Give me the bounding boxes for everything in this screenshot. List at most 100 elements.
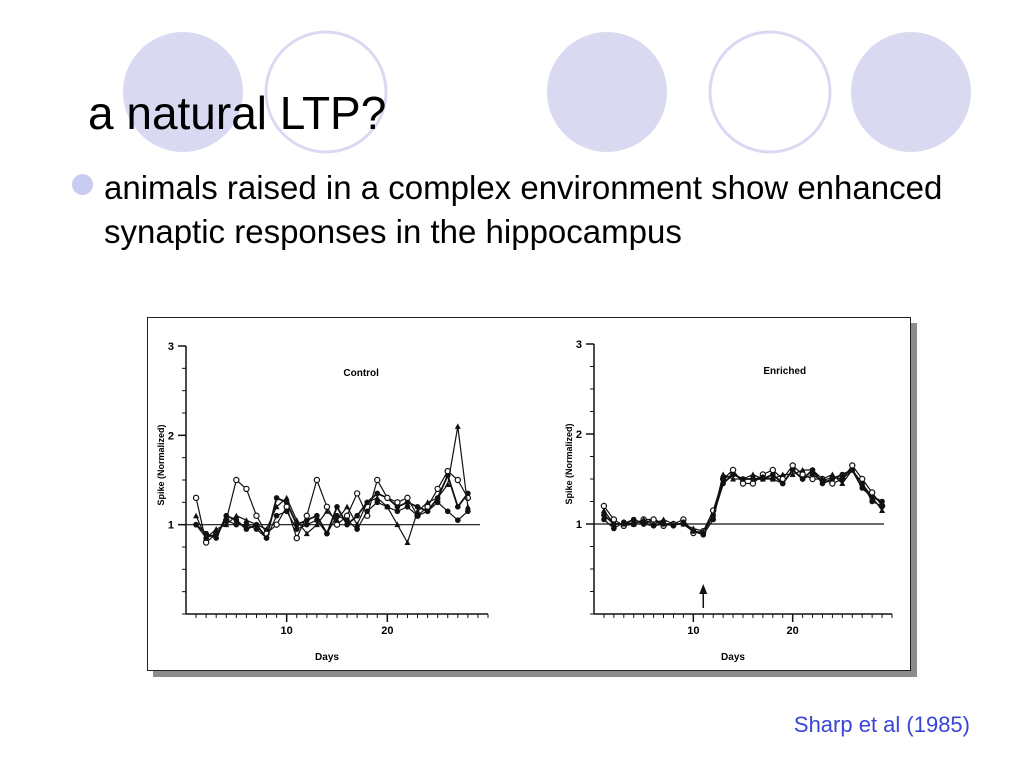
figure-charts: 1 2 3 10 20 Control Days Spike (Normalized)1 2 3 1…	[156, 339, 893, 663]
data-point	[364, 508, 370, 515]
data-point	[243, 485, 250, 493]
data-point	[630, 521, 637, 527]
series-line	[195, 426, 469, 545]
chart-panel-1: 1 2 3 10 20 Enriched Days Spike (Normalized)	[564, 339, 893, 663]
data-point	[384, 494, 391, 502]
data-point	[223, 517, 230, 523]
data-point	[710, 512, 717, 518]
data-point	[253, 521, 260, 528]
data-point	[273, 512, 280, 519]
x-axis-label: Days	[721, 652, 745, 663]
data-point	[404, 504, 411, 510]
data-point	[293, 534, 300, 542]
data-point	[303, 512, 310, 519]
data-point	[620, 521, 627, 527]
data-point	[384, 504, 391, 510]
data-point	[839, 480, 846, 486]
bullet-text: animals raised in a complex environment …	[104, 169, 943, 250]
data-point	[779, 480, 786, 487]
data-point	[293, 517, 300, 523]
data-point	[354, 526, 360, 532]
data-point	[293, 526, 300, 532]
data-point	[600, 507, 607, 513]
data-point	[879, 498, 885, 505]
data-point	[344, 517, 350, 523]
data-point	[394, 504, 401, 510]
decorative-circles	[123, 30, 971, 154]
y-tick-label: 2	[168, 430, 174, 442]
data-point	[770, 471, 776, 478]
data-point	[193, 512, 200, 519]
data-point	[273, 521, 280, 528]
data-point	[455, 517, 461, 523]
data-point	[213, 535, 219, 541]
y-tick-label: 2	[576, 429, 582, 441]
data-point	[233, 512, 240, 519]
data-point	[464, 503, 471, 510]
data-point	[809, 467, 816, 473]
data-point	[333, 521, 341, 528]
data-point	[749, 471, 756, 477]
data-point	[750, 476, 756, 482]
data-point	[324, 530, 330, 537]
y-axis-label: Spike (Normalized)	[564, 423, 574, 504]
data-point	[610, 521, 617, 527]
data-point	[789, 471, 796, 477]
chart-title: Control	[343, 368, 379, 379]
data-point	[829, 480, 836, 487]
data-point	[243, 521, 250, 528]
x-tick-label: 20	[787, 625, 799, 637]
series-2	[193, 423, 471, 546]
data-point	[730, 476, 737, 482]
data-point	[720, 471, 727, 477]
data-point	[394, 508, 401, 515]
data-point	[789, 467, 796, 473]
data-point	[344, 521, 350, 528]
bullet-dot-icon	[72, 174, 93, 195]
y-tick-label: 1	[576, 519, 582, 531]
data-point	[414, 508, 421, 514]
data-point	[233, 476, 240, 484]
data-point	[434, 485, 441, 493]
chart-panel-0: 1 2 3 10 20 Control Days Spike (Normalized)	[156, 341, 489, 663]
data-point	[799, 467, 806, 473]
figure-frame: 1 2 3 10 20 Control Days Spike (Normalized) 1 2 3 1…	[147, 317, 911, 671]
decorative-circle-filled	[123, 32, 243, 152]
data-point	[263, 535, 270, 541]
citation: Sharp et al (1985)	[793, 712, 970, 737]
data-point	[394, 499, 401, 506]
data-point	[364, 499, 371, 505]
data-point	[313, 521, 320, 528]
x-tick-label: 10	[687, 625, 699, 637]
data-point	[434, 499, 441, 506]
series-line	[195, 501, 469, 540]
data-point	[819, 476, 826, 482]
data-point	[839, 476, 846, 482]
data-point	[414, 512, 421, 519]
data-point	[344, 503, 351, 510]
data-point	[283, 494, 290, 501]
data-point	[434, 494, 441, 501]
data-point	[374, 476, 381, 484]
data-point	[394, 521, 401, 528]
chart-title: Enriched	[763, 366, 806, 377]
data-point	[779, 471, 786, 477]
y-tick-label: 3	[576, 339, 582, 351]
data-point	[203, 535, 209, 541]
data-point	[759, 476, 766, 482]
data-point	[839, 471, 846, 478]
data-point	[660, 521, 667, 527]
arrow-head-icon	[699, 584, 708, 594]
data-point	[650, 521, 657, 527]
decorative-circle-filled	[851, 32, 971, 152]
data-point	[730, 471, 736, 478]
data-point	[700, 528, 707, 534]
data-point	[192, 494, 200, 502]
data-point	[314, 512, 320, 519]
data-point	[374, 490, 381, 497]
series-3	[193, 499, 471, 541]
data-point	[404, 494, 411, 502]
data-point	[243, 526, 250, 532]
data-point	[243, 517, 250, 523]
y-tick-label: 3	[168, 341, 174, 353]
